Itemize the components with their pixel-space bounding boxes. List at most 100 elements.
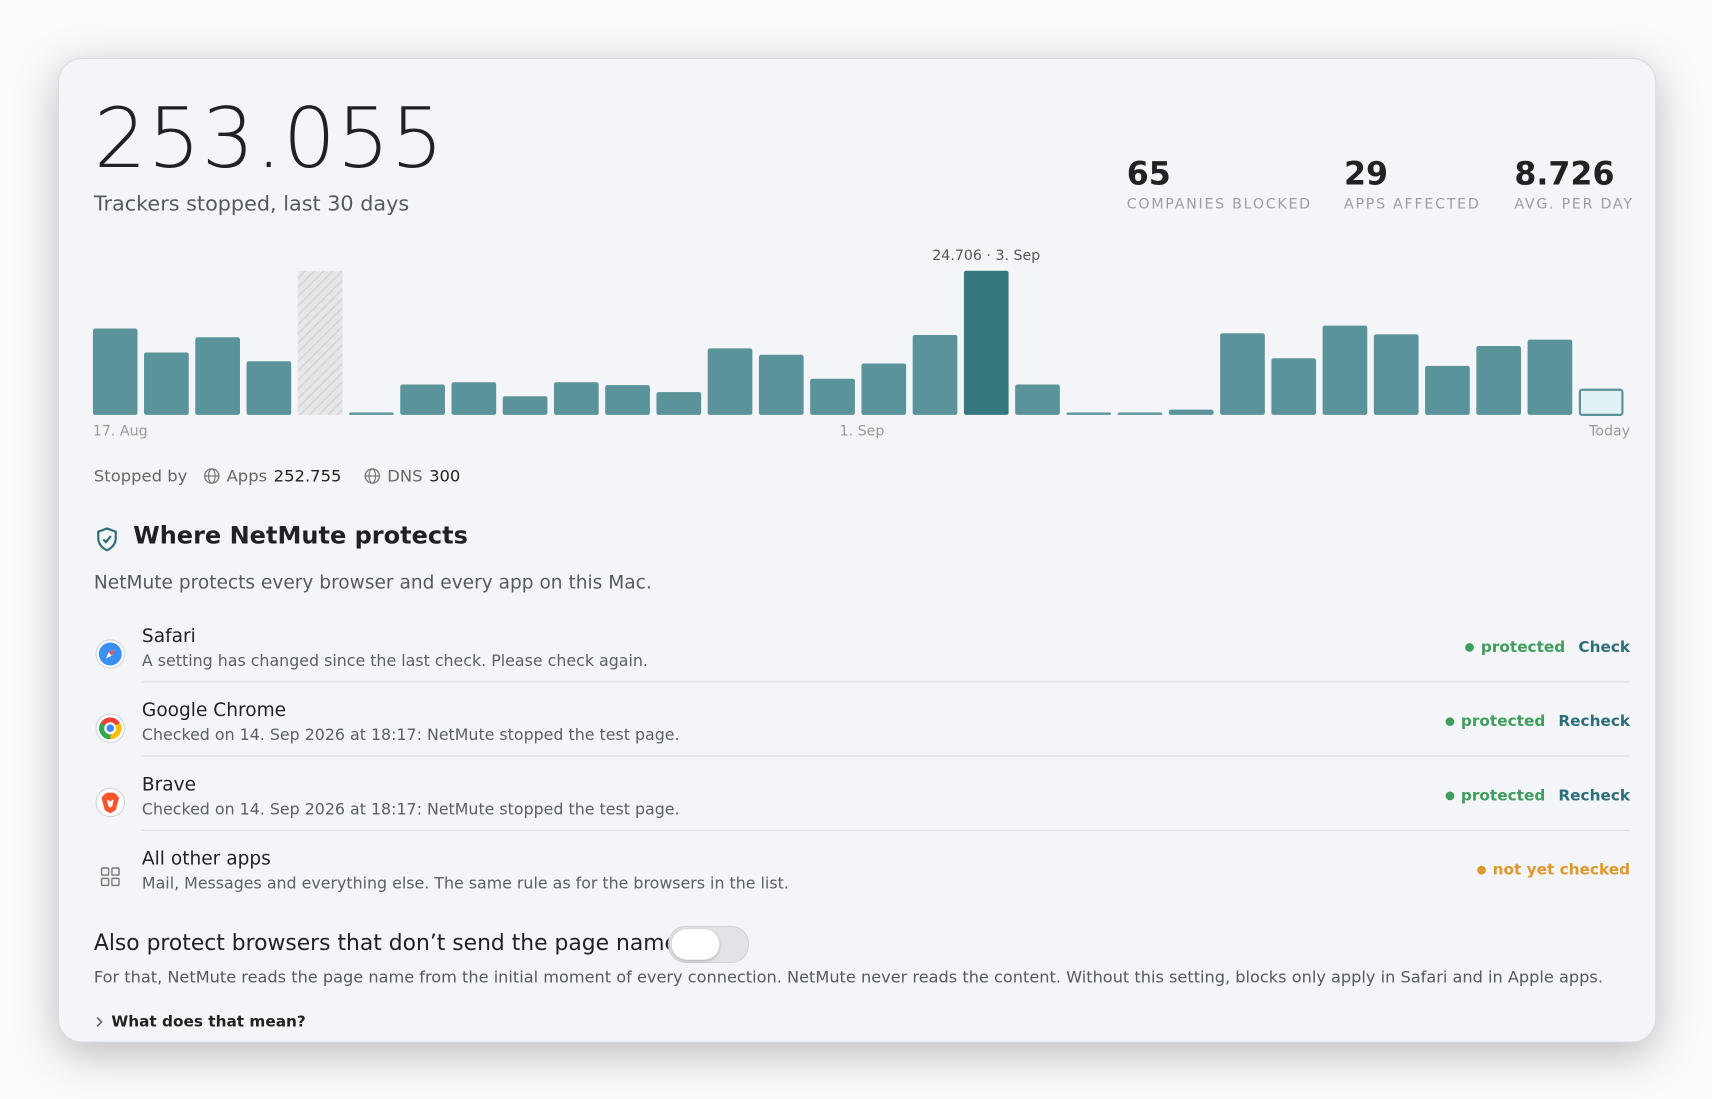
section-description: NetMute protects every browser and every… — [93, 572, 652, 594]
stat-value: 8.726 — [1514, 155, 1615, 193]
x-tick-label: 1. Sep — [840, 424, 885, 440]
stat-label: AVG. PER DAY — [1514, 196, 1634, 213]
source-value: 252.755 — [273, 466, 342, 486]
toggle-knob — [671, 929, 720, 960]
bar — [1476, 346, 1522, 415]
bar — [92, 328, 138, 415]
chevron — [96, 1016, 103, 1027]
separator — [141, 755, 1631, 757]
stat: 8.726 AVG. PER DAY — [1514, 155, 1633, 213]
app-detail: Mail, Messages and everything else. The … — [141, 875, 789, 894]
globe-icon — [203, 467, 220, 484]
app-row: Safari A setting has changed since the la… — [94, 626, 1631, 700]
source-name: Apps — [226, 466, 268, 486]
stat: 65 COMPANIES BLOCKED — [1127, 155, 1312, 213]
app-detail: Checked on 14. Sep 2026 at 18:17: NetMut… — [141, 801, 680, 819]
app-icon-graphic — [100, 867, 120, 887]
bar — [707, 348, 753, 415]
app-icon — [94, 786, 127, 823]
stat: 29 APPS AFFECTED — [1344, 155, 1481, 213]
status: protected Recheck — [1445, 712, 1631, 731]
app-icon-graphic — [95, 787, 126, 818]
app-name: Google Chrome — [141, 699, 287, 722]
bar — [1527, 339, 1573, 415]
bar — [810, 378, 855, 415]
bar — [861, 363, 907, 415]
app-detail: A setting has changed since the last che… — [141, 652, 648, 671]
disclosure-label: What does that mean? — [111, 1013, 306, 1031]
toggle-description: For that, NetMute reads the page name fr… — [93, 968, 1603, 987]
app-icon — [94, 712, 127, 749]
bar — [400, 384, 445, 415]
status-dot — [1445, 717, 1455, 727]
bar-today — [1578, 388, 1624, 416]
bar — [1066, 412, 1112, 415]
separator — [141, 681, 1631, 683]
bar — [451, 382, 497, 415]
window: 253.055 Trackers stopped, last 30 days 1… — [57, 57, 1657, 1043]
app-row: Google Chrome Checked on 14. Sep 2026 at … — [94, 699, 1631, 774]
app-name: All other apps — [141, 848, 271, 871]
bar — [1425, 365, 1470, 415]
status: not yet checked — [1477, 861, 1631, 879]
app-icon-graphic — [95, 639, 126, 669]
bar — [605, 385, 650, 415]
app-row: Brave Checked on 14. Sep 2026 at 18:17: N… — [94, 774, 1631, 848]
status-dot — [1477, 865, 1487, 875]
action-link[interactable]: Recheck — [1558, 712, 1631, 731]
status-label: protected — [1460, 712, 1546, 731]
app-icon — [94, 638, 127, 675]
subtitle: Trackers stopped, last 30 days — [93, 192, 410, 217]
status-dot — [1465, 643, 1475, 652]
x-tick-label: 17. Aug — [93, 424, 148, 440]
bar — [1373, 334, 1419, 415]
bar — [758, 354, 804, 415]
app-name: Brave — [141, 774, 197, 796]
shield-icon — [97, 527, 117, 552]
source-value: 300 — [429, 466, 461, 486]
globe-icon — [363, 467, 380, 484]
bar — [246, 361, 292, 415]
toggle-switch[interactable] — [668, 925, 749, 963]
bar — [349, 412, 394, 415]
globe — [203, 468, 220, 484]
stat-label: APPS AFFECTED — [1344, 196, 1481, 213]
status-label: protected — [1480, 638, 1566, 657]
total-trackers: 253.055 — [93, 89, 445, 187]
app-icon — [94, 860, 127, 897]
status-label: not yet checked — [1492, 861, 1631, 879]
status-dot — [1445, 791, 1455, 801]
app-icon-graphic — [95, 713, 126, 743]
bar — [656, 392, 702, 415]
app-row: All other apps Mail, Messages and everyth… — [94, 848, 1630, 922]
x-tick-label: Today — [1588, 424, 1630, 440]
bar — [912, 334, 958, 415]
stat-value: 29 — [1344, 155, 1389, 193]
section-title: Where NetMute protects — [133, 522, 468, 551]
stopped-by-label: Stopped by — [93, 466, 188, 486]
annotation: 24.706 · 3. Sep — [932, 248, 1040, 264]
stopped-by: Stopped by Apps 252.755 DNS 300 — [94, 466, 460, 486]
bar — [553, 382, 599, 415]
globe — [364, 468, 380, 484]
disclosure[interactable]: What does that mean? — [94, 1013, 306, 1031]
app-detail: Checked on 14. Sep 2026 at 18:17: NetMut… — [141, 727, 680, 745]
bar — [963, 270, 1009, 415]
bar — [1322, 325, 1368, 415]
bar — [1271, 358, 1317, 415]
stat-label: COMPANIES BLOCKED — [1126, 196, 1312, 213]
bar — [195, 337, 240, 415]
bar — [502, 396, 548, 415]
no-data-bar — [297, 270, 343, 415]
source-name: DNS — [387, 466, 423, 486]
action-link[interactable]: Check — [1578, 638, 1631, 657]
action-link[interactable]: Recheck — [1558, 787, 1631, 805]
status: protected Recheck — [1445, 787, 1631, 805]
bar — [1117, 412, 1163, 415]
toggle-label: Also protect browsers that don’t send th… — [93, 929, 678, 956]
bar — [144, 352, 189, 415]
bar — [1220, 333, 1265, 415]
bar — [1015, 384, 1060, 415]
